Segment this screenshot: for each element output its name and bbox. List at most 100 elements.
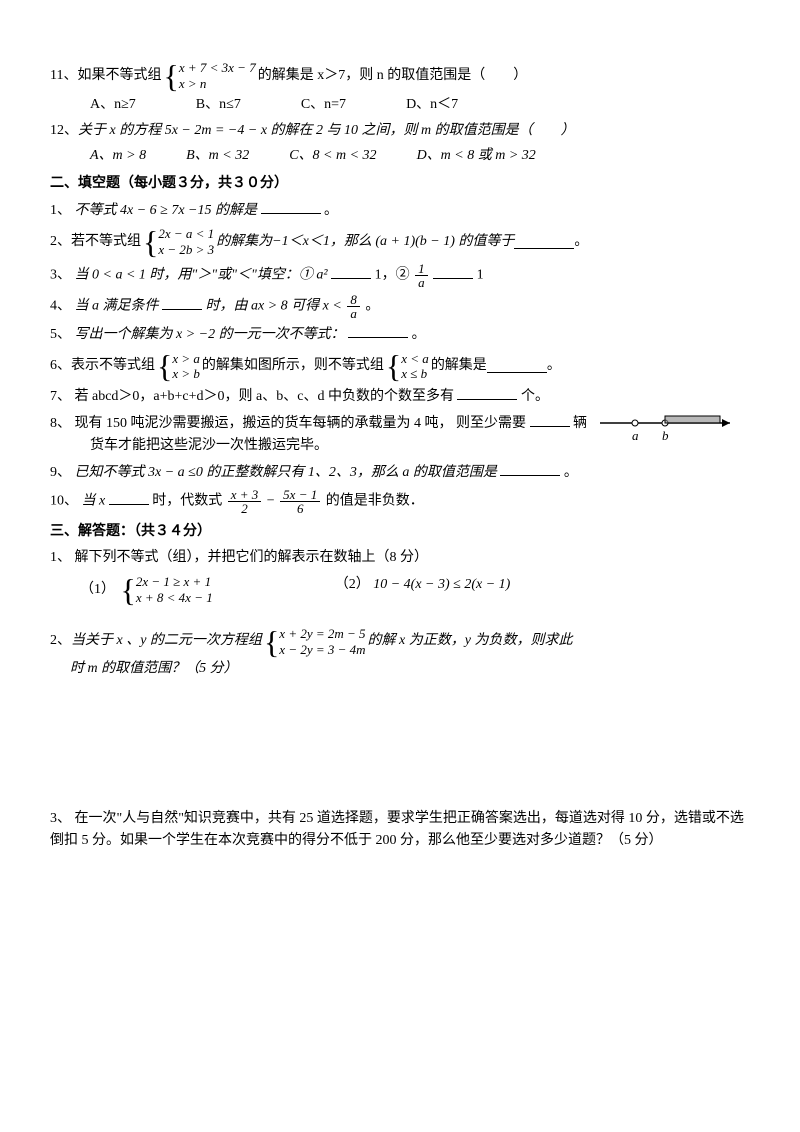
s2-num: 2、 [50, 630, 71, 652]
f3-num: 3、 [50, 268, 71, 283]
q11-opt-d: D、n＜7 [406, 94, 458, 116]
f10-text3: 的值是非负数． [326, 494, 424, 509]
f2-text1: 若不等式组 [71, 231, 141, 253]
section-2-header: 二、填空题（每小题３分，共３０分） [50, 173, 750, 195]
f5-text2: 。 [412, 327, 426, 342]
f6-text2: 的解集如图所示，则不等式组 [202, 355, 384, 377]
f6-blank[interactable] [487, 359, 547, 373]
f6-text3: 的解集是 [431, 355, 487, 377]
q12-options: A、m > 8 B、m < 32 C、8 < m < 32 D、m < 8 或 … [90, 145, 750, 167]
section-3-header: 三、解答题：（共３４分） [50, 521, 750, 543]
f7-text2: 个。 [521, 389, 549, 404]
q11-text2: 的解集是 x＞7，则 n 的取值范围是（ ） [258, 65, 528, 87]
svg-text:a: a [632, 428, 639, 443]
fill-5: 5、 写出一个解集为 x > −2 的一元一次不等式： 。 [50, 324, 750, 346]
q12-opt-a: A、m > 8 [90, 145, 146, 167]
f10-minus: − [267, 494, 275, 509]
q11-system: { x + 7 < 3x − 7 x > n [163, 60, 255, 92]
fill-1: 1、 不等式 4x − 6 ≥ 7x −15 的解是 。 [50, 200, 750, 222]
q12-num: 12、 [50, 120, 78, 142]
number-line-figure: a b [600, 408, 740, 448]
f2-text3: 。 [574, 231, 588, 253]
f9-text1: 已知不等式 3x − a ≤0 的正整数解只有 1、2、3，那么 a 的取值范围… [75, 465, 497, 480]
solve-1: 1、 解下列不等式（组），并把它们的解表示在数轴上（8 分） （1） { 2x … [50, 547, 750, 605]
s2-text3: 时 m 的取值范围？（5 分） [70, 661, 238, 676]
s2-text1: 当关于 x 、y 的二元一次方程组 [71, 630, 262, 652]
f4-blank[interactable] [162, 296, 202, 310]
s3-num: 3、 [50, 811, 71, 826]
f4-frac: 8 a [347, 293, 360, 320]
f3-blank1[interactable] [331, 265, 371, 279]
f6-text4: 。 [547, 355, 561, 377]
f7-blank[interactable] [457, 386, 517, 400]
fill-10: 10、 当 x 时，代数式 x + 3 2 − 5x − 1 6 的值是非负数． [50, 488, 750, 515]
fill-3: 3、 当 0 < a < 1 时，用"＞"或"＜"填空：① a² 1，② 1 a… [50, 262, 750, 289]
s1-sub1-label: （1） [80, 582, 115, 597]
question-11: 11、 如果不等式组 { x + 7 < 3x − 7 x > n 的解集是 x… [50, 60, 750, 116]
solve-3: 3、 在一次"人与自然"知识竞赛中，共有 25 道选择题，要求学生把正确答案选出… [50, 808, 750, 853]
f5-num: 5、 [50, 327, 71, 342]
q12-opt-c: C、8 < m < 32 [289, 145, 376, 167]
q11-text1: 如果不等式组 [77, 65, 161, 87]
f9-text2: 。 [564, 465, 578, 480]
f3-frac: 1 a [415, 262, 428, 289]
f2-blank[interactable] [514, 235, 574, 249]
f1-text2: 。 [324, 203, 338, 218]
f2-system: { 2x − a < 1 x − 2b > 3 [143, 226, 214, 258]
f10-text1: 当 x [82, 494, 106, 509]
fill-4: 4、 当 a 满足条件 时，由 ax > 8 可得 x < 8 a 。 [50, 293, 750, 320]
number-line-svg: a b [600, 408, 740, 448]
f3-text2: 1，② [375, 268, 410, 283]
f5-text1: 写出一个解集为 x > −2 的一元一次不等式： [75, 327, 345, 342]
f10-text2: 时，代数式 [152, 494, 222, 509]
f4-num: 4、 [50, 299, 71, 314]
fill-7: 7、 若 abcd＞0，a+b+c+d＞0，则 a、b、c、d 中负数的个数至多… [50, 386, 750, 408]
q11-options: A、n≥7 B、n≤7 C、n=7 D、n＜7 [90, 94, 750, 116]
f10-blank[interactable] [109, 491, 149, 505]
fill-6: 6、 表示不等式组 { x > a x > b 的解集如图所示，则不等式组 { … [50, 350, 750, 382]
f3-text1: 当 0 < a < 1 时，用"＞"或"＜"填空：① a² [75, 268, 328, 283]
f8-text2: 辆 [573, 416, 587, 431]
s1-sub1: （1） { 2x − 1 ≥ x + 1 x + 8 < 4x − 1 [80, 574, 215, 606]
q11-opt-a: A、n≥7 [90, 94, 136, 116]
s1-text: 解下列不等式（组），并把它们的解表示在数轴上（8 分） [75, 550, 429, 565]
s1-sub1-system: { 2x − 1 ≥ x + 1 x + 8 < 4x − 1 [121, 574, 213, 606]
fill-9: 9、 已知不等式 3x − a ≤0 的正整数解只有 1、2、3，那么 a 的取… [50, 462, 750, 484]
q12-opt-d: D、m < 8 或 m > 32 [417, 145, 536, 167]
f2-text2: 的解集为−1＜x＜1，那么 (a + 1)(b − 1) 的值等于 [216, 231, 514, 253]
f1-text1: 不等式 4x − 6 ≥ 7x −15 的解是 [75, 203, 258, 218]
f8-blank[interactable] [530, 413, 570, 427]
f5-blank[interactable] [348, 324, 408, 338]
fill-2: 2、 若不等式组 { 2x − a < 1 x − 2b > 3 的解集为−1＜… [50, 226, 750, 258]
f9-num: 9、 [50, 465, 71, 480]
f6-num: 6、 [50, 355, 71, 377]
f4-text2: 时，由 ax > 8 可得 x < [206, 299, 342, 314]
f6-system2: { x < a x ≤ b [386, 350, 429, 382]
s1-sub2-label: （2） [335, 577, 370, 592]
s1-sub2-text: 10 − 4(x − 3) ≤ 2(x − 1) [373, 577, 510, 592]
f3-blank2[interactable] [433, 265, 473, 279]
f8-text3: 货车才能把这些泥沙一次性搬运完毕。 [90, 438, 328, 453]
f8-num: 8、 [50, 416, 71, 431]
q11-opt-c: C、n=7 [301, 94, 346, 116]
solve-2: 2、 当关于 x 、y 的二元一次方程组 { x + 2y = 2m − 5 x… [50, 626, 750, 680]
q11-opt-b: B、n≤7 [196, 94, 241, 116]
s3-text: 在一次"人与自然"知识竞赛中，共有 25 道选择题，要求学生把正确答案选出，每道… [50, 811, 744, 848]
f3-text3: 1 [477, 268, 484, 283]
f6-system1: { x > a x > b [157, 350, 200, 382]
f1-num: 1、 [50, 203, 71, 218]
q12-text: 关于 x 的方程 5x − 2m = −4 − x 的解在 2 与 10 之间，… [78, 120, 575, 142]
svg-text:b: b [662, 428, 669, 443]
s2-text2: 的解 x 为正数，y 为负数，则求此 [368, 630, 573, 652]
f9-blank[interactable] [500, 462, 560, 476]
f10-frac1: x + 3 2 [228, 488, 262, 515]
question-12: 12、 关于 x 的方程 5x − 2m = −4 − x 的解在 2 与 10… [50, 120, 750, 167]
f4-text3: 。 [365, 299, 379, 314]
f6-text1: 表示不等式组 [71, 355, 155, 377]
q12-opt-b: B、m < 32 [186, 145, 249, 167]
s2-system: { x + 2y = 2m − 5 x − 2y = 3 − 4m [264, 626, 366, 658]
f1-blank[interactable] [261, 200, 321, 214]
s1-sub2: （2） 10 − 4(x − 3) ≤ 2(x − 1) [335, 574, 511, 606]
f7-text1: 若 abcd＞0，a+b+c+d＞0，则 a、b、c、d 中负数的个数至多有 [75, 389, 454, 404]
f2-num: 2、 [50, 231, 71, 253]
